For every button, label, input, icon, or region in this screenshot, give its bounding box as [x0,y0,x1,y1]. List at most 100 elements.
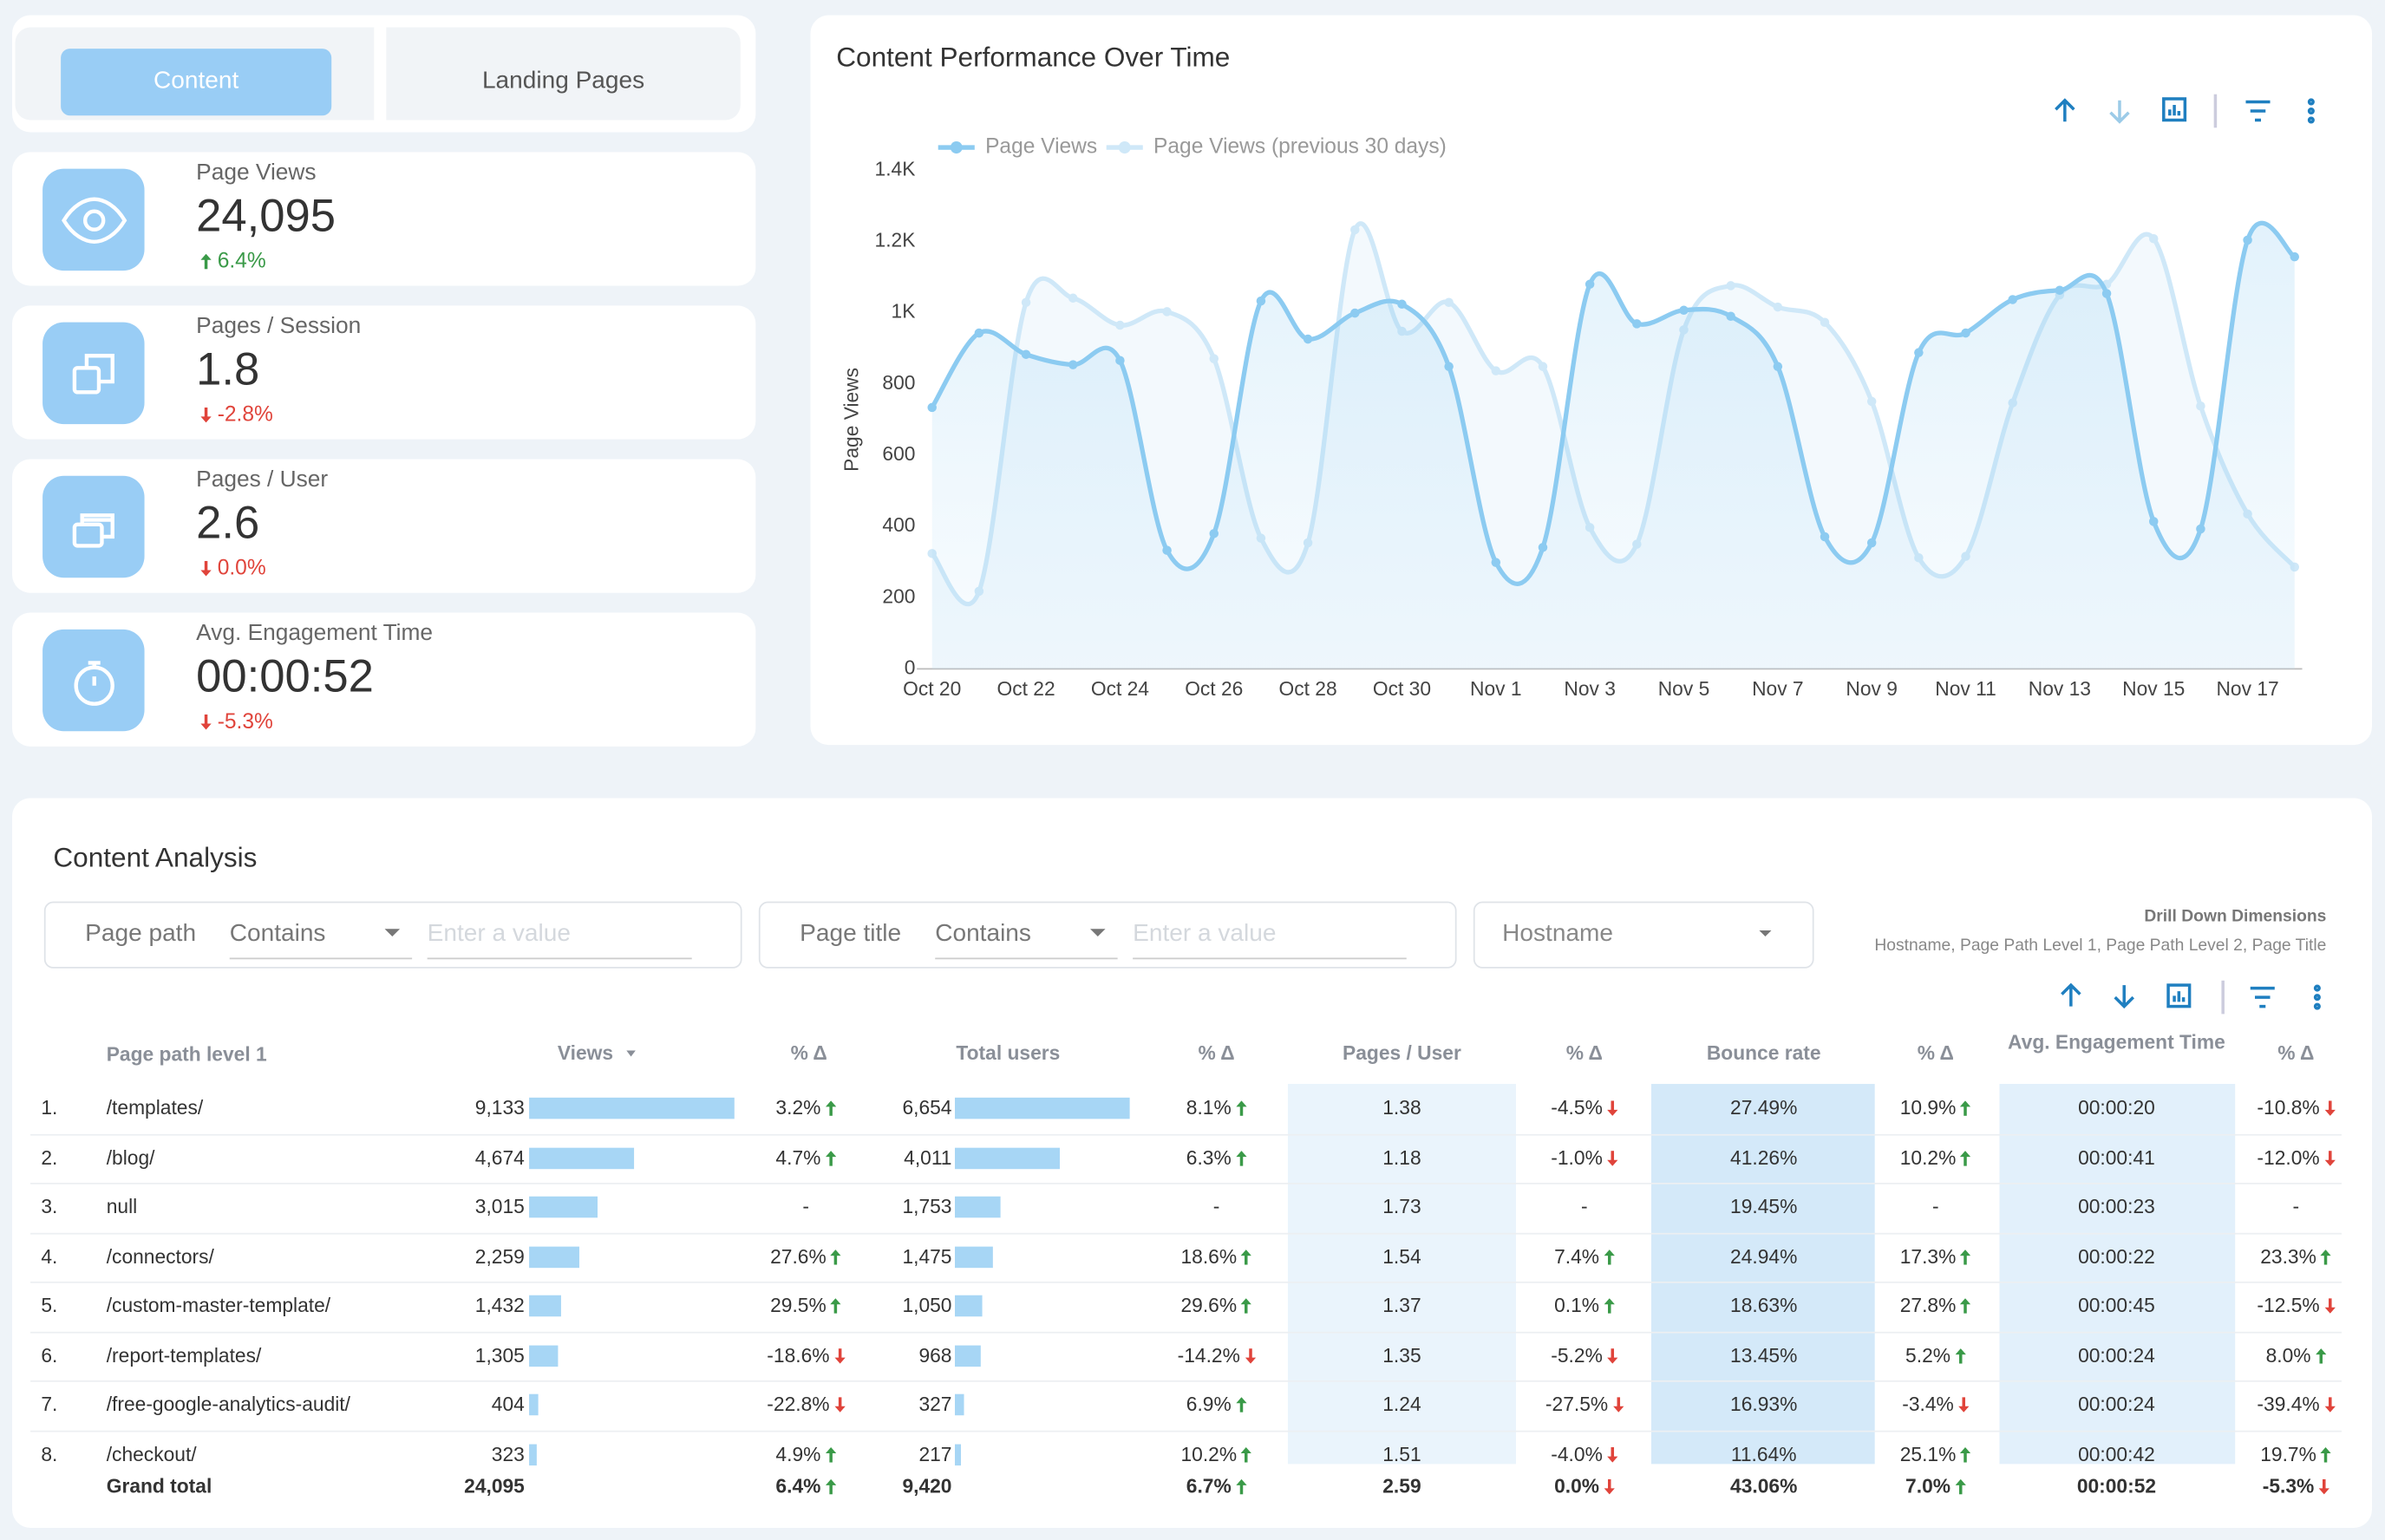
kpi-value: 00:00:52 [196,652,374,702]
cell-change: 0.1% [1508,1294,1660,1316]
tab-card: Content Landing Pages [12,15,756,133]
cell-change: 27.6% [730,1244,882,1267]
point [1538,362,1548,371]
kpi-change-text: 6.4% [217,247,266,272]
cell-change: 6.7% [1140,1475,1292,1498]
trend-arrow [200,407,212,423]
cell-bar [955,1344,981,1367]
filter-input[interactable]: Enter a value [427,921,692,960]
trend-arrow [2323,1100,2336,1116]
change-text: - [2292,1195,2300,1218]
heat-column [1650,1084,1875,1465]
filter-operator[interactable]: Contains [229,921,413,960]
y-tick-label: 1K [892,300,916,323]
point [1021,349,1031,359]
trend-arrow [1607,1100,1618,1116]
row-rank: 4. [41,1243,58,1268]
change-text: -14.2% [1177,1342,1240,1367]
filter[interactable] [1473,901,1814,969]
filter-field[interactable]: Hostname [1502,921,1614,948]
filter[interactable] [758,901,1457,969]
filter-input[interactable]: Enter a value [1133,921,1407,960]
legend-label: Page Views [985,135,1097,159]
y-tick-label: 800 [882,371,915,394]
point [1820,532,1830,542]
change-text: - [1212,1195,1220,1218]
point [2290,251,2300,262]
cell-change: 10.2% [1859,1145,2011,1168]
cell-change: 7.0% [1859,1475,2011,1498]
trend-arrow [1607,1446,1618,1462]
cell: 00:00:20 [2078,1096,2155,1119]
row-rank: 7. [41,1392,58,1416]
point [1209,529,1219,538]
cell-number: 1,753 [902,1195,952,1218]
tab-active[interactable]: Content [61,49,332,116]
trend-arrow [825,1478,836,1495]
x-tick-label: Oct 30 [1373,677,1431,700]
trend-arrow [1604,1298,1615,1314]
x-tick-label: Oct 24 [1091,677,1149,700]
cell-bar [529,1344,559,1367]
row-path: /free-google-analytics-audit/ [106,1392,350,1416]
kpi-label: Avg. Engagement Time [196,620,434,647]
toolbar[interactable] [2055,94,2315,128]
kpi-card: Pages / User 2.6 0.0% [12,459,756,593]
tab[interactable]: Landing Pages [481,68,645,95]
trend-arrow [1607,1348,1618,1363]
kpi-change-text: -2.8% [217,401,273,426]
cell: 00:00:23 [2078,1195,2155,1218]
drill-text: Hostname, Page Path Level 1, Page Path L… [1874,936,2327,956]
row-path: /templates/ [106,1096,204,1119]
x-tick-label: Nov 11 [1935,677,1996,700]
x-tick-label: Nov 17 [2216,677,2278,700]
row-separator [30,1231,2342,1234]
column-header: Bounce rate [1706,1041,1821,1065]
point [2148,233,2159,244]
row-separator [30,1133,2342,1135]
cell-change: -5.3% [2220,1475,2372,1498]
x-tick-label: Nov 15 [2122,677,2185,700]
point [1491,558,1501,567]
filter-operator[interactable]: Contains [935,921,1118,960]
change-text: 29.6% [1180,1293,1238,1317]
row-rank: 3. [41,1195,58,1218]
change-text: 6.4% [775,1474,821,1498]
x-tick-label: Oct 20 [903,677,961,700]
change-text: 18.6% [1180,1243,1238,1268]
row-separator [30,1380,2342,1382]
cell-change: 8.1% [1140,1096,1292,1119]
row-separator [30,1330,2342,1333]
change-text: 6.9% [1186,1392,1232,1416]
cell-change: -27.5% [1508,1393,1660,1415]
cell-bar [529,1295,562,1317]
trend-arrow [1958,1397,1970,1413]
trend-arrow [2315,1348,2327,1363]
cell-bar [529,1393,539,1416]
point [1068,293,1078,303]
point [2243,235,2252,245]
cell-number: 968 [918,1342,952,1367]
cell: 2.59 [1382,1474,1421,1498]
trend-arrow [831,1298,842,1314]
table-title: Content Analysis [53,842,258,873]
change-text: -39.4% [2257,1392,2320,1416]
cell-bar [529,1245,580,1268]
row-rank: 6. [41,1342,58,1367]
trend-arrow [1604,1478,1615,1495]
trend-arrow [825,1150,836,1165]
cell: 43.06% [1730,1474,1798,1498]
change-text: 4.7% [775,1145,821,1169]
column-header: % Δ [1917,1041,1954,1065]
cell-number: 327 [918,1392,952,1416]
cell-change: 6.3% [1140,1145,1292,1168]
cell-change: 10.2% [1140,1442,1292,1465]
cell-change: 6.4% [730,1475,882,1498]
trend-arrow [1241,1446,1252,1462]
trend-arrow [1960,1446,1971,1462]
cell-change: -4.5% [1508,1096,1660,1119]
point [1961,328,1970,338]
change-text: 25.1% [1899,1441,1957,1465]
cell-change: - [1140,1195,1292,1217]
